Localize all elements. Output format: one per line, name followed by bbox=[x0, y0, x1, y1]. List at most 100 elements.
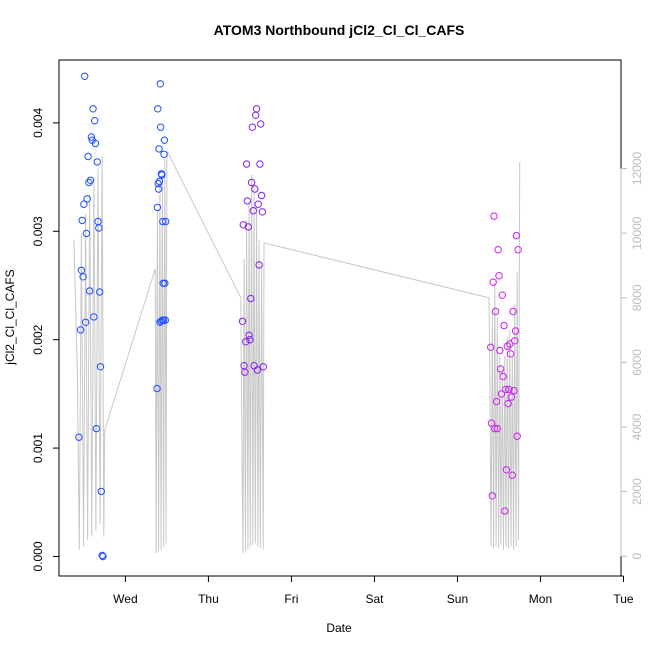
y-axis-right: 0 2000 4000 6000 8000 10000 12000 bbox=[620, 151, 644, 560]
data-point bbox=[153, 203, 162, 212]
data-point bbox=[155, 177, 164, 186]
y-tick-label: 0.004 bbox=[31, 108, 45, 138]
data-point bbox=[156, 80, 165, 88]
data-point bbox=[491, 424, 499, 433]
data-point bbox=[495, 272, 503, 280]
data-point bbox=[511, 327, 520, 335]
y-tick-label: 0.002 bbox=[31, 324, 45, 354]
data-point bbox=[243, 197, 252, 205]
data-point bbox=[253, 366, 262, 374]
data-point bbox=[254, 200, 262, 208]
data-point bbox=[79, 273, 87, 281]
data-point bbox=[160, 136, 169, 144]
data-point bbox=[244, 223, 253, 231]
data-point bbox=[91, 117, 99, 125]
data-point bbox=[161, 279, 169, 287]
chart-title: ATOM3 Northbound jCl2_Cl_Cl_CAFS bbox=[214, 22, 465, 38]
data-point bbox=[258, 208, 267, 216]
x-tick-label: Sun bbox=[447, 592, 468, 606]
data-point bbox=[78, 216, 86, 225]
data-point bbox=[488, 492, 496, 500]
data-point bbox=[83, 195, 91, 203]
y-tick-label: 0.001 bbox=[31, 433, 45, 463]
data-point bbox=[259, 363, 267, 371]
y2-tick-label: 10000 bbox=[630, 216, 644, 250]
data-point bbox=[496, 346, 504, 355]
data-point bbox=[80, 200, 88, 208]
data-point bbox=[505, 385, 513, 394]
data-point bbox=[501, 385, 510, 394]
data-point bbox=[490, 212, 498, 220]
y2-tick-label: 6000 bbox=[630, 349, 644, 376]
data-point bbox=[504, 399, 512, 408]
data-point bbox=[99, 552, 107, 561]
y2-tick-label: 0 bbox=[630, 553, 644, 560]
data-point bbox=[154, 185, 163, 193]
data-point bbox=[252, 105, 261, 113]
data-point bbox=[245, 331, 253, 339]
y2-tick-label: 8000 bbox=[630, 284, 644, 311]
data-point bbox=[248, 123, 257, 131]
data-point bbox=[162, 217, 170, 226]
data-point bbox=[251, 185, 259, 193]
data-point bbox=[160, 150, 168, 159]
x-tick-label: Wed bbox=[113, 592, 137, 606]
data-point bbox=[93, 158, 101, 166]
data-point bbox=[257, 120, 265, 128]
x-axis-label: Date bbox=[326, 621, 352, 635]
data-point bbox=[503, 342, 511, 350]
x-tick-label: Tue bbox=[613, 592, 634, 606]
y2-tick-label: 2000 bbox=[630, 478, 644, 505]
data-point bbox=[158, 171, 166, 179]
data-point bbox=[255, 261, 263, 269]
data-point bbox=[489, 278, 497, 286]
data-point bbox=[96, 288, 104, 296]
data-point bbox=[507, 393, 516, 401]
data-point bbox=[77, 266, 86, 274]
data-point bbox=[514, 246, 522, 254]
data-point bbox=[76, 326, 85, 334]
data-point bbox=[511, 337, 519, 345]
y-axis-label: jCl2_Cl_Cl_CAFS bbox=[3, 269, 17, 365]
y2-tick-label: 4000 bbox=[630, 413, 644, 440]
data-point bbox=[86, 176, 95, 185]
data-point bbox=[95, 224, 103, 232]
data-point bbox=[81, 318, 90, 326]
data-point bbox=[502, 466, 511, 474]
data-point bbox=[246, 336, 254, 344]
data-point bbox=[491, 307, 500, 316]
data-point bbox=[91, 139, 100, 148]
data-point bbox=[86, 287, 94, 295]
data-point bbox=[85, 178, 93, 187]
data-point bbox=[487, 343, 495, 351]
data-point bbox=[238, 317, 247, 325]
data-point bbox=[492, 397, 501, 406]
data-point bbox=[159, 217, 167, 226]
data-point bbox=[498, 291, 506, 299]
y2-tick-label: 12000 bbox=[630, 151, 644, 185]
data-point bbox=[89, 105, 97, 113]
data-point bbox=[499, 372, 507, 381]
y-axis-left: 0.000 0.001 0.002 0.003 0.004 bbox=[31, 108, 60, 572]
data-point bbox=[247, 178, 256, 187]
data-point bbox=[506, 350, 515, 358]
data-point bbox=[247, 294, 255, 303]
data-point bbox=[242, 160, 251, 168]
data-point bbox=[92, 424, 101, 433]
data-point bbox=[81, 72, 89, 81]
data-point bbox=[500, 321, 508, 330]
data-point bbox=[496, 365, 505, 373]
data-point bbox=[509, 307, 517, 316]
data-point bbox=[241, 368, 249, 376]
data-point bbox=[96, 363, 105, 371]
data-point bbox=[155, 145, 163, 153]
x-tick-label: Sat bbox=[365, 592, 384, 606]
data-point bbox=[510, 386, 518, 395]
data-point bbox=[82, 229, 91, 238]
data-point bbox=[97, 487, 106, 496]
data-point bbox=[512, 231, 521, 240]
x-tick-label: Thu bbox=[198, 592, 219, 606]
data-point bbox=[161, 316, 170, 324]
